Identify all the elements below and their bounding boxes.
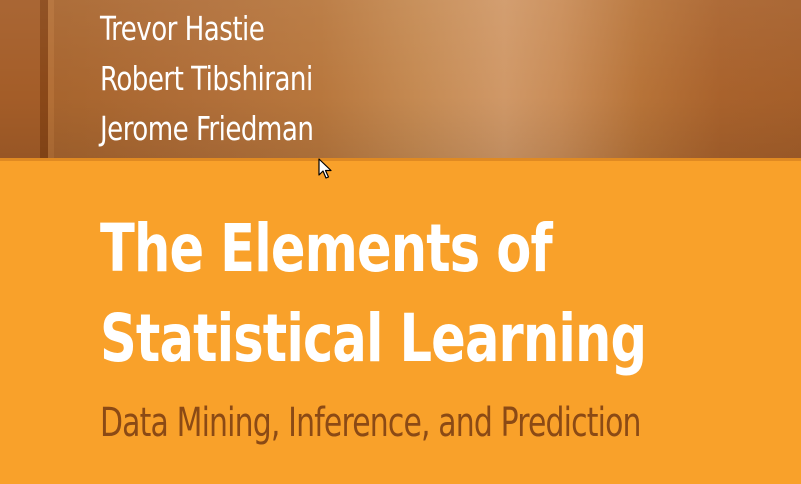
band-shade [0,0,801,160]
author-list: Trevor Hastie Robert Tibshirani Jerome F… [100,4,342,154]
band-stripe [48,0,54,160]
author-name: Robert Tibshirani [100,59,313,98]
band-divider [0,158,801,161]
book-subtitle: Data Mining, Inference, and Prediction [100,400,641,446]
author-name: Trevor Hastie [100,9,265,48]
book-title-line-1: The Elements of [100,210,553,287]
band-stripe [40,0,48,160]
book-title: The Elements of Statistical Learning [100,204,647,384]
mouse-pointer-icon [318,158,332,179]
book-title-line-2: Statistical Learning [100,300,647,377]
author-band: Trevor Hastie Robert Tibshirani Jerome F… [0,0,801,160]
band-stripe [0,0,40,160]
author-name: Jerome Friedman [100,109,314,148]
